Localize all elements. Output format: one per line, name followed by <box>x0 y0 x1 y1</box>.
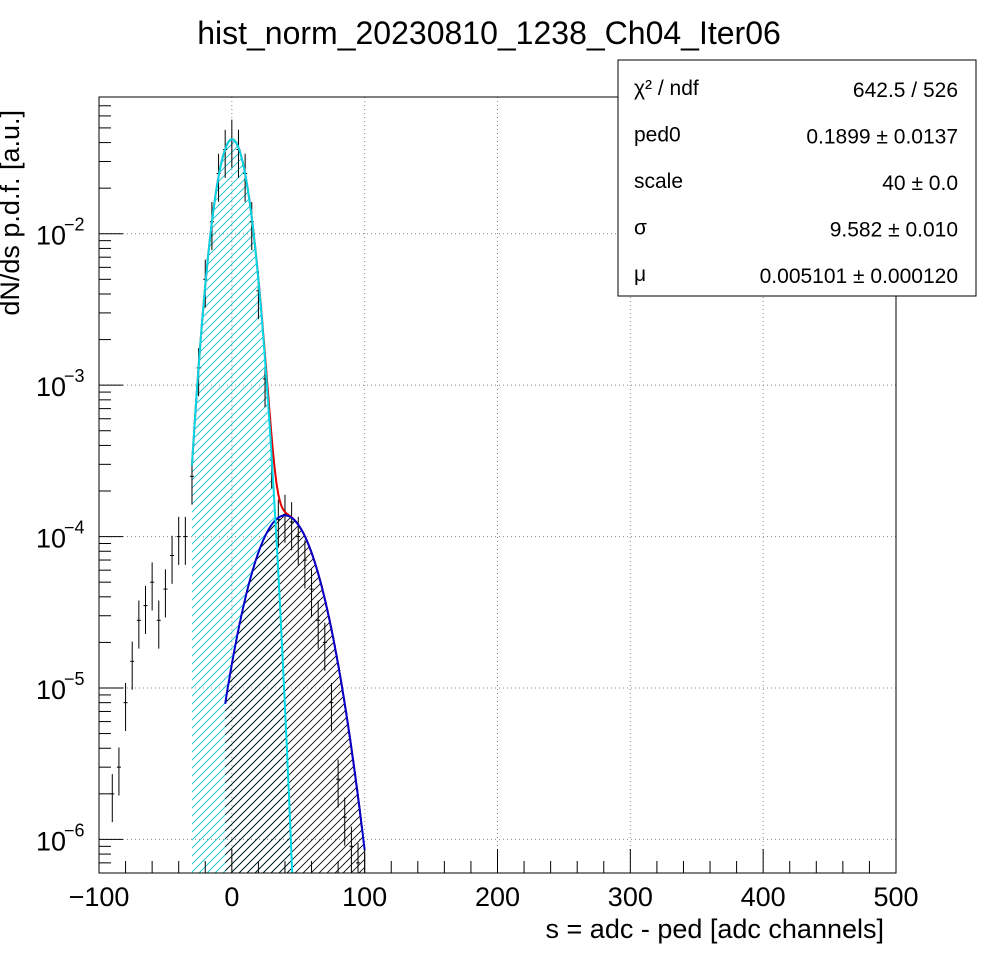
y-tick-label: 10 <box>36 675 66 705</box>
x-tick-label: −100 <box>69 882 130 912</box>
stats-label: scale <box>634 170 683 193</box>
y-tick-exponent: −4 <box>64 518 85 538</box>
y-tick-exponent: −3 <box>64 366 85 386</box>
x-tick-label: 200 <box>475 882 520 912</box>
stats-label: σ <box>634 217 647 240</box>
stats-value: 642.5 / 526 <box>853 79 958 102</box>
chart-title: hist_norm_20230810_1238_Ch04_Iter06 <box>197 15 781 51</box>
single-pe-component-curve <box>224 514 366 851</box>
stats-label: χ² / ndf <box>634 77 699 100</box>
stats-label: ped0 <box>634 124 681 147</box>
x-tick-label: 300 <box>608 882 653 912</box>
y-tick-label: 10 <box>36 826 66 856</box>
x-tick-label: 100 <box>342 882 387 912</box>
stats-value: 9.582 ± 0.010 <box>830 219 958 242</box>
x-tick-label: 400 <box>741 882 786 912</box>
x-tick-label: 500 <box>873 882 918 912</box>
stats-value: 0.1899 ± 0.0137 <box>806 126 958 149</box>
y-tick-label: 10 <box>36 221 66 251</box>
stats-box: χ² / ndf 642.5 / 526 ped0 0.1899 ± 0.0137 sc… <box>617 59 977 297</box>
stats-label: μ <box>634 263 646 286</box>
stats-value: 40 ± 0.0 <box>882 172 958 195</box>
y-tick-label: 10 <box>36 372 66 402</box>
y-tick-exponent: −5 <box>64 669 85 689</box>
x-axis-label: s = adc - ped [adc channels] <box>546 914 884 944</box>
stats-value: 0.005101 ± 0.000120 <box>760 265 958 288</box>
single-pe-component-fill <box>225 515 365 873</box>
stats-box-frame <box>617 59 977 297</box>
x-tick-label: 0 <box>224 882 239 912</box>
y-axis-label: dN/ds p.d.f. [a.u.] <box>0 110 25 316</box>
pedestal-component-curve <box>191 138 294 873</box>
y-tick-exponent: −2 <box>64 215 85 235</box>
y-tick-label: 10 <box>36 524 66 554</box>
data-points <box>110 119 367 873</box>
y-tick-exponent: −6 <box>64 820 85 840</box>
